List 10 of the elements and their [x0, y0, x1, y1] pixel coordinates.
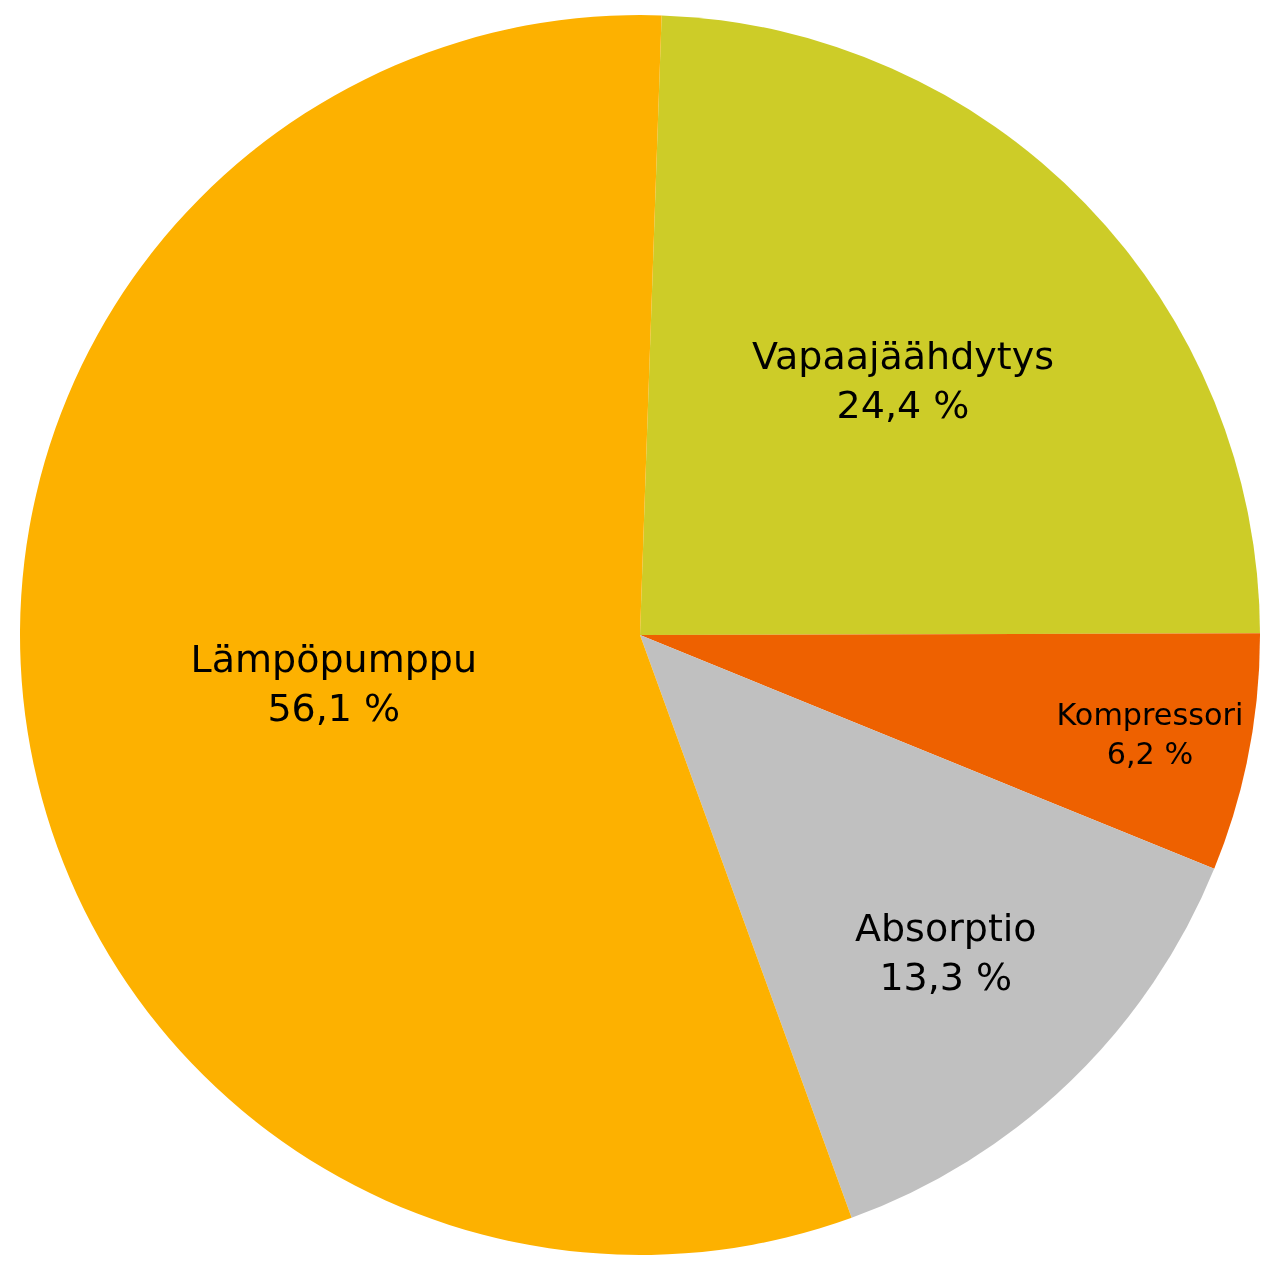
- data-label: 6,2 %: [1106, 736, 1194, 772]
- pie-slice: [640, 633, 1260, 869]
- slice-label: Kompressori: [1056, 696, 1244, 732]
- data-label: 24,4 %: [836, 383, 970, 428]
- pie-slice: [640, 15, 1260, 635]
- data-label: 13,3 %: [879, 955, 1013, 1000]
- data-label: 56,1 %: [267, 686, 401, 731]
- slice-label: Vapaajäähdytys: [751, 333, 1054, 378]
- slice-label: Absorptio: [855, 906, 1037, 951]
- slice-label: Lämpöpumppu: [190, 636, 477, 681]
